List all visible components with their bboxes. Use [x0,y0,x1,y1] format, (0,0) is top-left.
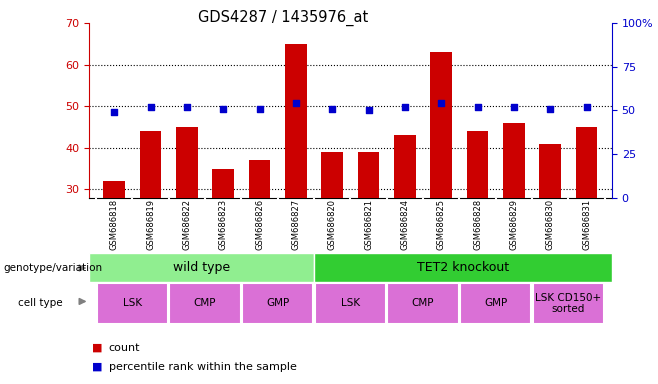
Text: LSK: LSK [123,298,142,308]
Bar [467,131,488,198]
Point [182,104,192,110]
Bar [576,127,597,198]
Text: LSK CD150+
sorted: LSK CD150+ sorted [536,293,601,314]
Point [254,106,265,112]
Point [509,104,519,110]
Point [581,104,592,110]
Text: wild type: wild type [173,262,230,274]
Bar [103,181,125,198]
Point [436,100,447,106]
Bar [321,152,343,198]
Bar [358,152,380,198]
Text: CMP: CMP [194,298,216,308]
Text: cell type: cell type [18,298,63,308]
Text: CMP: CMP [412,298,434,308]
Bar [314,253,612,282]
Text: TET2 knockout: TET2 knockout [417,262,509,274]
Text: GMP: GMP [266,298,290,308]
Text: count: count [109,343,140,353]
Bar [394,136,416,198]
Bar [315,283,386,324]
Bar [533,283,604,324]
Text: ■: ■ [92,362,103,372]
Bar [89,253,314,282]
Text: percentile rank within the sample: percentile rank within the sample [109,362,297,372]
Point [109,109,120,115]
Bar [460,283,531,324]
Text: GDS4287 / 1435976_at: GDS4287 / 1435976_at [198,10,368,26]
Bar [388,283,459,324]
Point [472,104,483,110]
Bar [249,161,270,198]
Point [291,100,301,106]
Bar [242,283,313,324]
Point [399,104,410,110]
Bar [170,283,241,324]
Bar [503,123,525,198]
Point [327,106,338,112]
Bar [97,283,168,324]
Text: GMP: GMP [484,298,507,308]
Text: LSK: LSK [341,298,360,308]
Text: ■: ■ [92,343,103,353]
Bar [285,44,307,198]
Bar [540,144,561,198]
Point [545,106,555,112]
Point [363,107,374,114]
Bar [139,131,161,198]
Bar [430,52,452,198]
Bar [176,127,198,198]
Text: genotype/variation: genotype/variation [3,263,103,273]
Point [218,106,228,112]
Bar [213,169,234,198]
Point [145,104,156,110]
